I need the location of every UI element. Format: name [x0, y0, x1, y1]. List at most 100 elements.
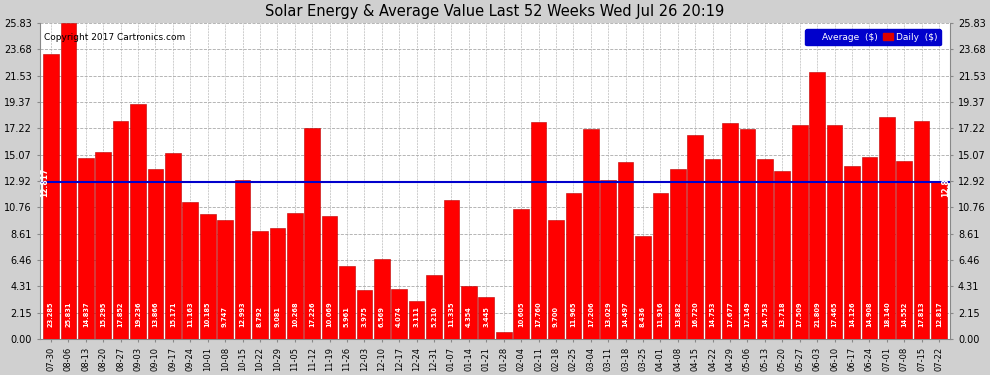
Bar — [861, 157, 877, 339]
Bar — [148, 170, 163, 339]
Title: Solar Energy & Average Value Last 52 Weeks Wed Jul 26 20:19: Solar Energy & Average Value Last 52 Wee… — [265, 4, 725, 19]
Bar — [60, 23, 76, 339]
Text: 17.149: 17.149 — [744, 301, 750, 327]
Bar — [600, 180, 616, 339]
Text: 9.747: 9.747 — [222, 306, 228, 327]
Text: 23.285: 23.285 — [48, 301, 54, 327]
Bar — [774, 171, 790, 339]
Bar — [513, 209, 529, 339]
Bar — [95, 152, 111, 339]
Text: 12.993: 12.993 — [240, 301, 246, 327]
Bar — [879, 117, 895, 339]
Bar — [269, 228, 285, 339]
Bar — [200, 214, 216, 339]
Bar — [565, 193, 581, 339]
Text: 14.753: 14.753 — [762, 301, 768, 327]
Text: 9.700: 9.700 — [553, 306, 559, 327]
Bar — [374, 259, 390, 339]
Bar — [705, 159, 721, 339]
Text: 10.185: 10.185 — [205, 301, 211, 327]
Text: 17.509: 17.509 — [797, 301, 803, 327]
Text: 13.866: 13.866 — [152, 301, 158, 327]
Bar — [740, 129, 755, 339]
Text: 10.268: 10.268 — [292, 301, 298, 327]
Text: 11.965: 11.965 — [570, 301, 576, 327]
Text: 9.081: 9.081 — [274, 306, 280, 327]
Text: 13.882: 13.882 — [675, 301, 681, 327]
Bar — [217, 220, 233, 339]
Text: 17.852: 17.852 — [118, 301, 124, 327]
Bar — [914, 121, 930, 339]
Bar — [548, 220, 563, 339]
Text: 14.126: 14.126 — [849, 301, 855, 327]
Text: 5.210: 5.210 — [431, 306, 437, 327]
Text: 25.831: 25.831 — [65, 301, 71, 327]
Bar — [44, 54, 58, 339]
Text: 17.206: 17.206 — [588, 301, 594, 327]
Bar — [670, 169, 686, 339]
Text: 8.436: 8.436 — [640, 306, 646, 327]
Text: 12.817: 12.817 — [940, 168, 949, 197]
Bar — [636, 236, 650, 339]
Text: 11.335: 11.335 — [448, 301, 454, 327]
Bar — [723, 123, 738, 339]
Bar — [235, 180, 250, 339]
Text: 17.760: 17.760 — [536, 301, 542, 327]
Bar — [618, 162, 634, 339]
Text: 17.226: 17.226 — [309, 301, 315, 327]
Legend: Average  ($), Daily  ($): Average ($), Daily ($) — [805, 29, 941, 45]
Bar — [182, 202, 198, 339]
Text: 13.029: 13.029 — [605, 301, 611, 327]
Bar — [304, 128, 320, 339]
Text: 16.720: 16.720 — [692, 301, 698, 327]
Bar — [131, 104, 146, 339]
Text: 18.140: 18.140 — [884, 301, 890, 327]
Text: 14.497: 14.497 — [623, 301, 629, 327]
Bar — [792, 125, 808, 339]
Bar — [531, 122, 546, 339]
Text: 3.111: 3.111 — [414, 306, 420, 327]
Text: 17.465: 17.465 — [832, 301, 838, 327]
Text: 15.171: 15.171 — [170, 301, 176, 327]
Text: 4.354: 4.354 — [466, 306, 472, 327]
Text: 19.236: 19.236 — [135, 301, 141, 327]
Bar — [165, 153, 181, 339]
Bar — [844, 166, 859, 339]
Text: 6.569: 6.569 — [379, 306, 385, 327]
Bar — [809, 72, 825, 339]
Text: 17.677: 17.677 — [727, 301, 733, 327]
Text: 13.718: 13.718 — [779, 301, 785, 327]
Bar — [252, 231, 267, 339]
Bar — [287, 213, 303, 339]
Bar — [583, 129, 599, 339]
Bar — [409, 301, 425, 339]
Bar — [78, 158, 94, 339]
Text: 15.295: 15.295 — [100, 302, 106, 327]
Bar — [322, 216, 338, 339]
Text: 3.975: 3.975 — [361, 306, 367, 327]
Text: 14.837: 14.837 — [83, 301, 89, 327]
Text: 12.817: 12.817 — [936, 301, 942, 327]
Bar — [687, 135, 703, 339]
Bar — [356, 290, 372, 339]
Text: 14.552: 14.552 — [901, 302, 907, 327]
Bar — [461, 286, 477, 339]
Bar — [478, 297, 494, 339]
Text: 14.908: 14.908 — [866, 301, 872, 327]
Text: 3.445: 3.445 — [483, 306, 489, 327]
Text: 8.792: 8.792 — [257, 306, 263, 327]
Bar — [340, 266, 354, 339]
Bar — [391, 289, 407, 339]
Text: 10.069: 10.069 — [327, 301, 333, 327]
Bar — [113, 121, 129, 339]
Bar — [652, 193, 668, 339]
Text: 21.809: 21.809 — [814, 301, 820, 327]
Bar — [932, 182, 946, 339]
Bar — [427, 275, 442, 339]
Text: 4.074: 4.074 — [396, 306, 402, 327]
Bar — [496, 332, 512, 339]
Bar — [757, 159, 773, 339]
Text: 5.961: 5.961 — [344, 306, 350, 327]
Text: 12.817: 12.817 — [41, 168, 50, 197]
Text: 14.753: 14.753 — [710, 301, 716, 327]
